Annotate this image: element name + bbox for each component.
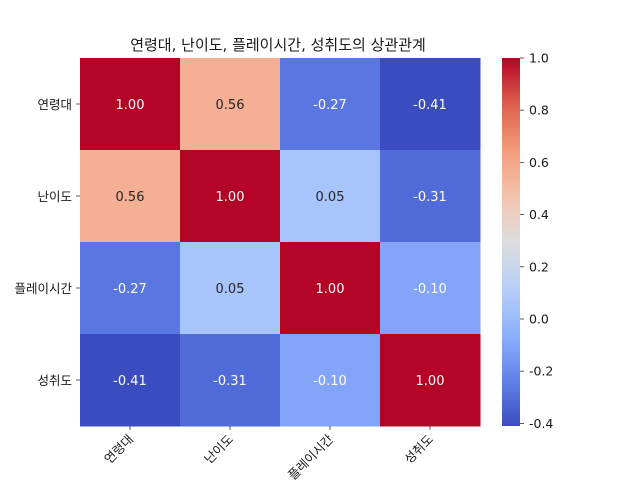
cell-value-label: 0.56 — [116, 190, 145, 205]
y-tick-label: 성취도 — [37, 373, 72, 388]
cell-value-label: 0.05 — [316, 190, 345, 205]
heatmap-cell — [180, 242, 281, 335]
cell-value-label: -0.27 — [113, 282, 147, 297]
cell-value-label: -0.27 — [313, 98, 347, 113]
heatmap-cells: 1.00 0.56 -0.27 -0.41 0.56 1.00 0.05 -0.31 -0.27… — [80, 58, 481, 427]
x-tick-label: 성취도 — [401, 432, 436, 467]
colorbar-tick-label: 0.6 — [529, 155, 549, 170]
heatmap-cell — [80, 150, 181, 243]
cell-value-label: 1.00 — [116, 98, 145, 113]
colorbar-ticks: 1.0 0.8 0.6 0.4 0.2 0.0 -0.2 -0.4 — [520, 51, 553, 431]
heatmap-cell — [80, 334, 181, 427]
cell-value-label: -0.10 — [313, 374, 347, 389]
colorbar-tick-label: -0.2 — [529, 364, 553, 379]
x-axis-tick-labels: 연령대 난이도 플레이시간 성취도 — [101, 426, 436, 480]
heatmap-cell — [80, 58, 181, 151]
heatmap-cell — [280, 334, 381, 427]
cell-value-label: -0.10 — [413, 282, 447, 297]
y-tick-label: 난이도 — [37, 189, 72, 204]
colorbar-tick-label: 1.0 — [529, 51, 549, 66]
cell-value-label: 1.00 — [416, 374, 445, 389]
colorbar-tick-label: 0.8 — [529, 103, 549, 118]
heatmap-cell — [380, 242, 481, 335]
heatmap-cell — [180, 334, 281, 427]
x-tick-label: 난이도 — [201, 432, 236, 467]
cell-value-label: 0.56 — [216, 98, 245, 113]
heatmap-cell — [380, 334, 481, 427]
y-tick-label: 플레이시간 — [14, 281, 72, 296]
colorbar-tick-label: -0.4 — [529, 416, 553, 431]
heatmap-cell — [180, 150, 281, 243]
heatmap-cell — [380, 150, 481, 243]
cell-value-label: 0.05 — [216, 282, 245, 297]
cell-value-label: -0.31 — [413, 190, 447, 205]
cell-value-label: -0.41 — [113, 374, 147, 389]
heatmap-cell — [280, 150, 381, 243]
chart-title: 연령대, 난이도, 플레이시간, 성취도의 상관관계 — [130, 36, 426, 54]
cell-value-label: 1.00 — [216, 190, 245, 205]
x-tick-label: 플레이시간 — [285, 431, 337, 480]
colorbar — [502, 58, 520, 426]
heatmap-cell — [280, 242, 381, 335]
heatmap-cell — [380, 58, 481, 151]
heatmap-cell — [280, 58, 381, 151]
heatmap-cell — [180, 58, 281, 151]
y-tick-label: 연령대 — [37, 97, 72, 112]
cell-value-label: -0.31 — [213, 374, 247, 389]
heatmap-cell — [80, 242, 181, 335]
colorbar-tick-label: 0.0 — [529, 311, 549, 326]
cell-value-label: -0.41 — [413, 98, 447, 113]
x-tick-label: 연령대 — [101, 432, 136, 467]
colorbar-tick-label: 0.4 — [529, 207, 549, 222]
cell-value-label: 1.00 — [316, 282, 345, 297]
colorbar-tick-label: 0.2 — [529, 259, 549, 274]
